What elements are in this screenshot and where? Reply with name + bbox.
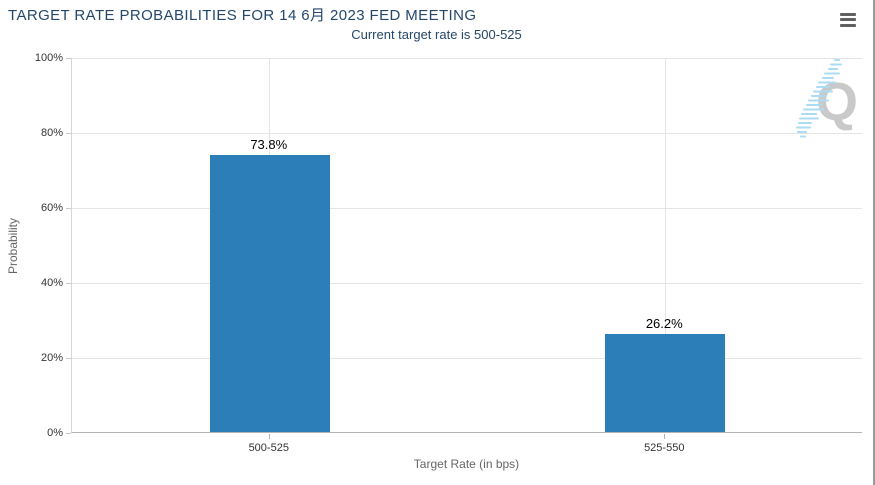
y-axis-tick (66, 358, 71, 359)
gridline-vertical (664, 58, 666, 432)
bar-value-label: 73.8% (250, 137, 288, 153)
y-axis-tick-label: 80% (40, 127, 63, 139)
y-axis-tick-label: 60% (40, 202, 63, 214)
chart-title: TARGET RATE PROBABILITIES FOR 14 6月 2023… (8, 7, 477, 24)
x-axis-tick (664, 434, 666, 439)
probability-bar[interactable] (209, 155, 330, 432)
hamburger-icon (840, 23, 856, 27)
gridline-horizontal (72, 58, 862, 59)
hamburger-icon (840, 18, 856, 22)
y-axis-tick (66, 133, 71, 134)
plot-area (71, 58, 862, 433)
y-axis-tick-label: 100% (34, 52, 63, 64)
x-axis-tick-label: 525-550 (644, 442, 685, 454)
y-axis-tick-label: 20% (40, 352, 63, 364)
y-axis-tick-label: 40% (40, 277, 63, 289)
y-axis-tick-label: 0% (47, 427, 63, 439)
x-axis-title: Target Rate (in bps) (413, 457, 520, 471)
y-axis-tick (66, 283, 71, 284)
y-axis-title: Probability (6, 217, 20, 275)
hamburger-icon (840, 12, 856, 16)
x-axis-tick (268, 434, 270, 439)
chart-context-menu-button[interactable] (838, 11, 858, 31)
probability-bar[interactable] (605, 333, 726, 432)
bar-value-label: 26.2% (645, 315, 683, 331)
x-axis-tick-label: 500-525 (248, 442, 289, 454)
chart-subtitle: Current target rate is 500-525 (351, 27, 522, 42)
gridline-horizontal (72, 357, 862, 359)
gridline-horizontal (72, 282, 862, 284)
y-axis-tick (66, 208, 71, 209)
gridline-horizontal (72, 207, 862, 209)
y-axis-tick (66, 433, 71, 434)
y-axis-tick (66, 58, 71, 59)
gridline-horizontal (72, 132, 862, 134)
